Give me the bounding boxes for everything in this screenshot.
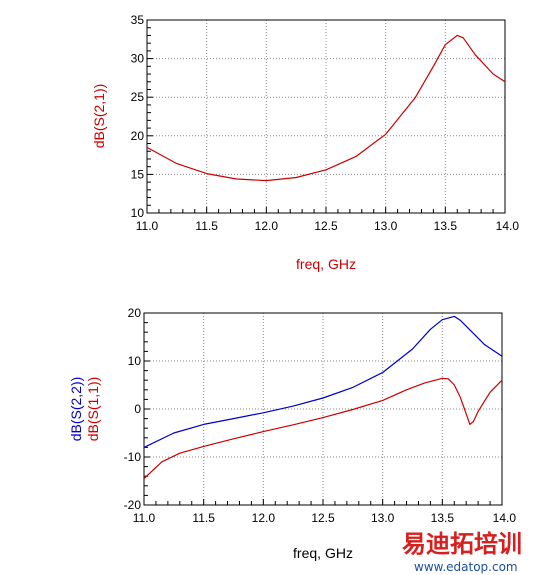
watermark-logo: 易迪拓培训 www.edatop.com — [402, 530, 522, 574]
chart2-x-tick-label: 13.0 — [371, 511, 395, 525]
chart2-x-tick-label: 13.5 — [431, 511, 455, 525]
chart1-y-tick-label: 10 — [131, 206, 145, 220]
chart2-y-tick-label: -20 — [124, 498, 142, 512]
chart1-x-axis-label: freq, GHz — [296, 256, 356, 272]
chart2-series-line-2 — [143, 377, 503, 480]
chart2-x-tick-label: 14.0 — [493, 511, 517, 525]
chart1-x-tick-label: 11.5 — [195, 219, 218, 233]
chart1-x-tick-label: 12.0 — [255, 219, 279, 233]
chart1-y-tick-label: 20 — [131, 129, 145, 143]
chart1-y-tick-label: 35 — [131, 13, 145, 27]
chart2-y-tick-label: 10 — [128, 354, 142, 368]
chart1-x-tick-label: 11.0 — [136, 219, 159, 233]
chart2-y-axis-label-1: dB(S(1,1)) — [85, 377, 101, 442]
chart2-x-axis-label: freq, GHz — [293, 545, 353, 561]
chart1-y-tick-label: 25 — [131, 90, 145, 104]
chart2-x-tick-label: 12.5 — [311, 511, 335, 525]
chart2-x-tick-label: 12.0 — [252, 511, 276, 525]
chart1-plot-frame — [146, 19, 506, 214]
watermark: 易迪拓培训 www.edatop.com — [398, 526, 558, 575]
chart2-y-tick-label: 20 — [128, 306, 142, 320]
chart2-y-tick-label: 0 — [134, 402, 141, 416]
chart1-y-axis-label: dB(S(2,1)) — [91, 84, 107, 149]
chart2-y-axis-label-2: dB(S(2,2)) — [68, 377, 84, 442]
chart2-plot-frame — [143, 312, 503, 506]
chart2-y-tick-label: -10 — [124, 450, 142, 464]
watermark-title: 易迪拓培训 — [402, 530, 522, 558]
chart1-x-tick-label: 13.0 — [374, 219, 398, 233]
chart1-y-tick-label: 15 — [131, 167, 145, 181]
chart2-x-tick-label: 11.5 — [192, 511, 215, 525]
chart2-x-tick-label: 11.0 — [133, 511, 156, 525]
chart1-y-tick-label: 30 — [131, 52, 145, 66]
chart1-x-tick-label: 13.5 — [434, 219, 458, 233]
chart1-x-tick-label: 12.5 — [314, 219, 338, 233]
chart1-x-tick-label: 14.0 — [496, 219, 520, 233]
chart2-series-line-1 — [143, 315, 503, 448]
chart-s21: 11.0 11.5 12.0 12.5 13.0 13.5 14.0 10 15 20 25 30 35… — [91, 13, 520, 272]
watermark-url: www.edatop.com — [414, 560, 518, 574]
chart1-series-line-1 — [146, 34, 506, 182]
